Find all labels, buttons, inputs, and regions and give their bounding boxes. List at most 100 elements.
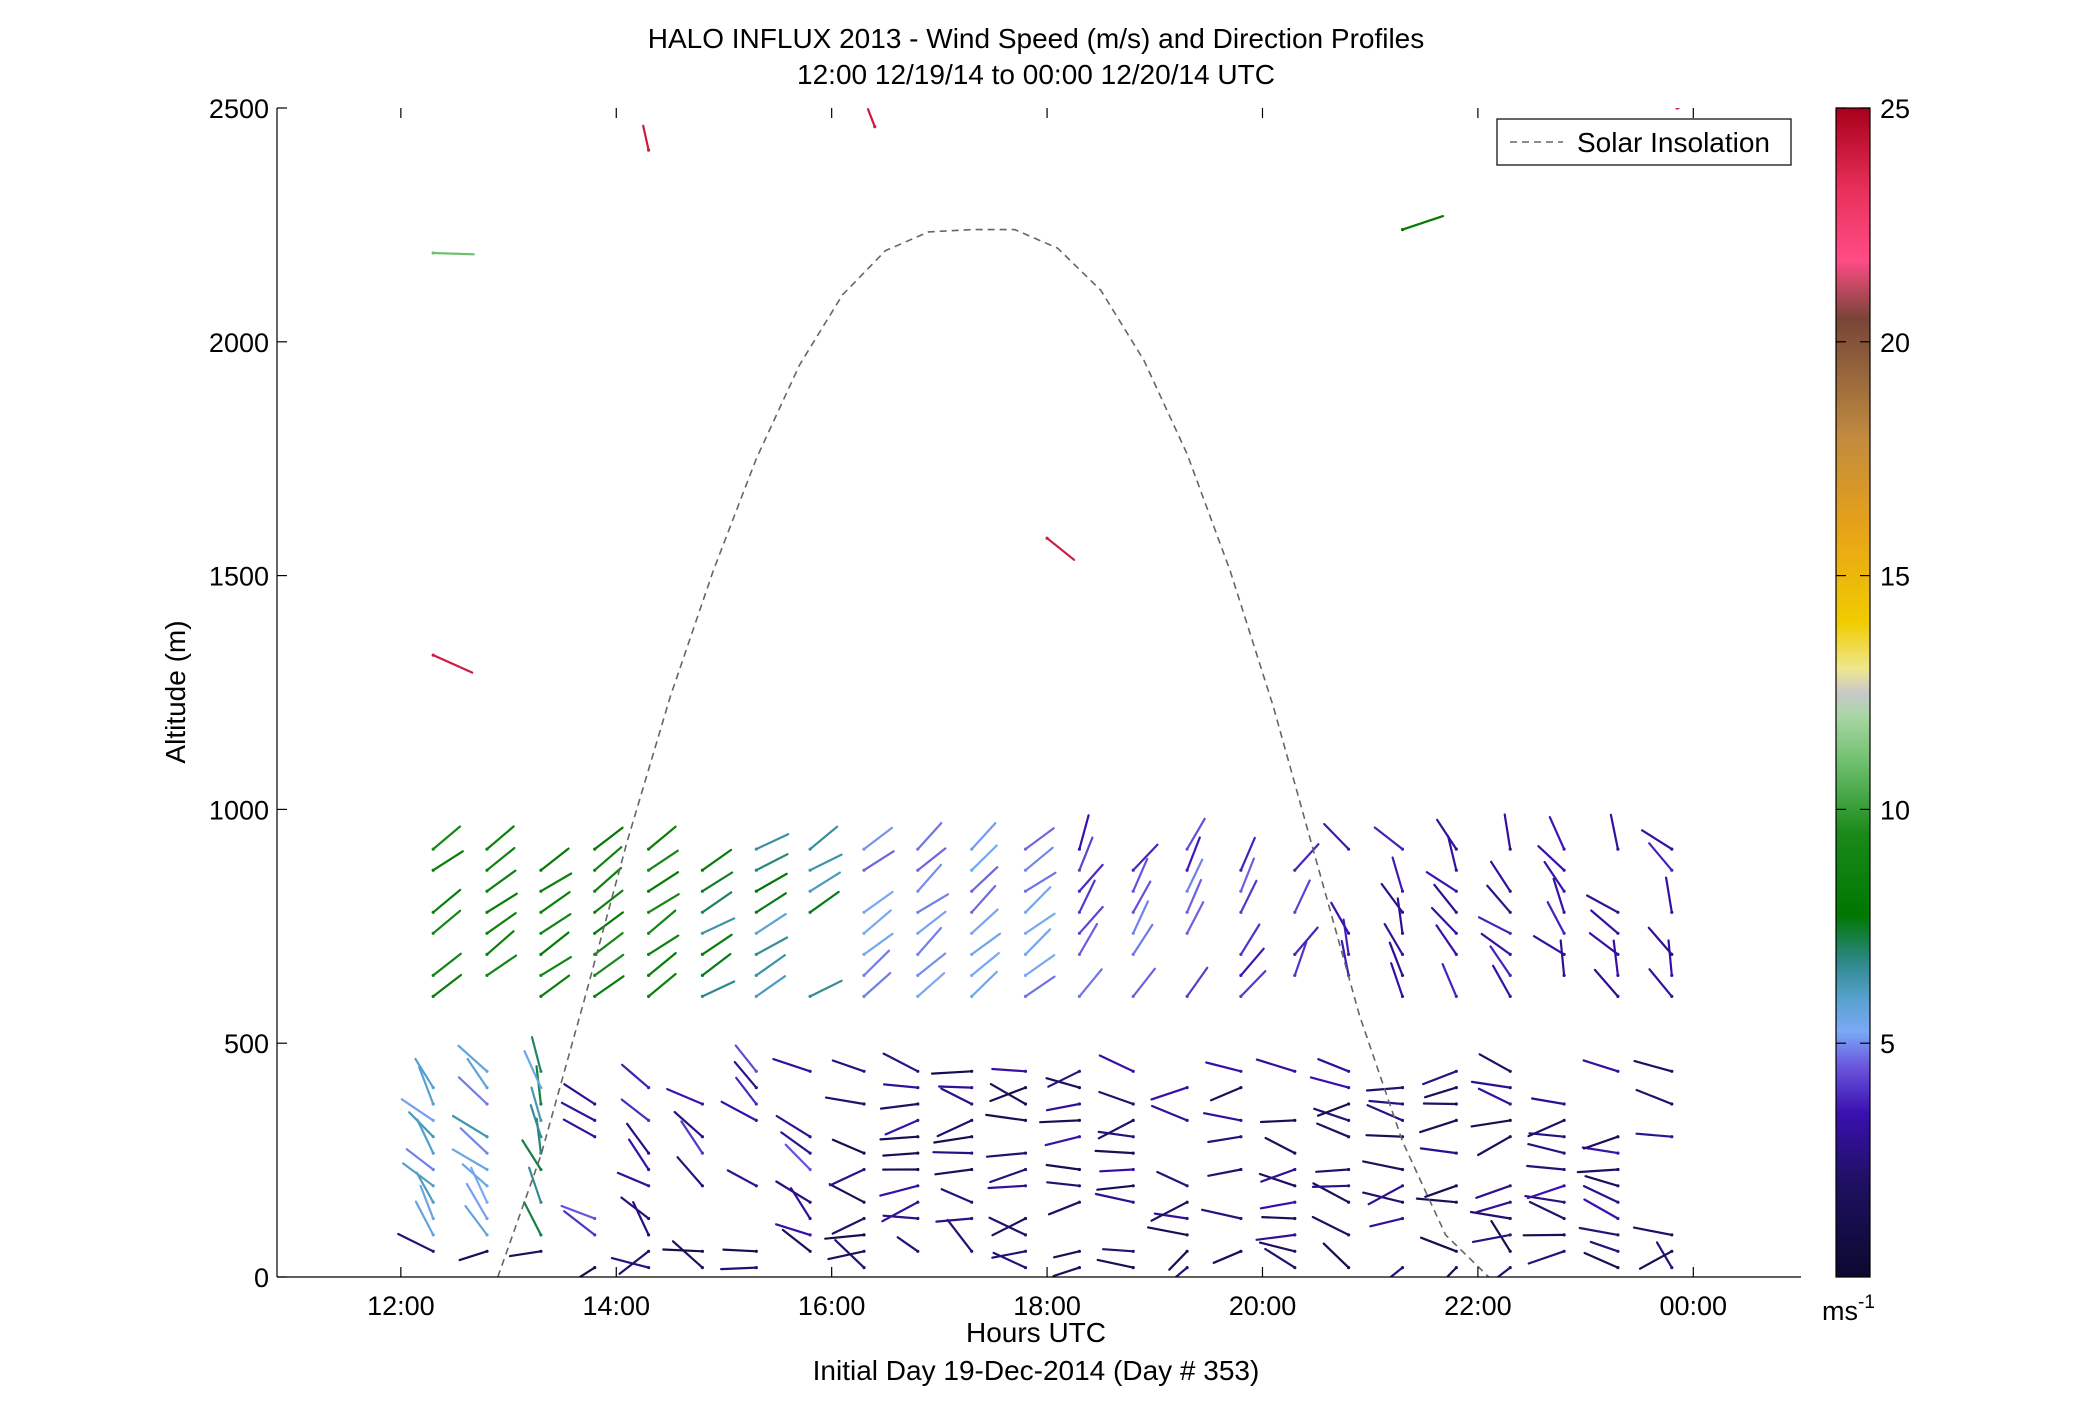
low-wind-vector-base <box>539 1233 543 1237</box>
low-wind-vector-base <box>1616 1216 1620 1221</box>
low-wind-vector-base <box>1508 1233 1512 1237</box>
low-wind-vector-base <box>970 1069 974 1073</box>
low-wind-vector-base <box>647 1249 651 1253</box>
low-wind-vector-base <box>1347 1086 1351 1090</box>
mid-wind-vector-base <box>1508 931 1512 935</box>
low-wind-vector <box>719 1266 758 1271</box>
low-wind-vector <box>457 1076 489 1106</box>
low-wind-vector-base <box>1454 1069 1458 1073</box>
mid-wind-vector <box>1648 968 1673 998</box>
mid-wind-vector-base <box>970 994 974 999</box>
mid-wind-vector <box>970 866 999 893</box>
low-wind-vector-base <box>862 1266 866 1270</box>
low-wind-vector <box>879 1184 919 1197</box>
mid-wind-vector-base <box>916 994 920 999</box>
mid-wind-vector-base <box>1239 889 1243 893</box>
low-wind-vector <box>1362 1160 1404 1171</box>
low-wind-vector <box>989 1086 1027 1103</box>
mid-wind-vector <box>1590 909 1620 935</box>
mid-wind-vector-base <box>1400 994 1405 999</box>
low-wind-vector <box>1207 1168 1243 1177</box>
low-wind-vector-base <box>1185 1249 1189 1253</box>
mid-wind-vector-base <box>916 973 920 978</box>
low-wind-vector-base <box>916 1102 920 1106</box>
low-wind-vector <box>1422 1102 1458 1106</box>
low-wind-vector <box>1045 1163 1081 1171</box>
low-wind-vector <box>935 1217 973 1223</box>
low-wind-vector-base <box>485 1184 489 1188</box>
mid-wind-vector <box>1323 822 1350 851</box>
mid-wind-vector <box>593 826 624 851</box>
low-wind-vector <box>1419 1147 1458 1155</box>
mid-wind-vector <box>647 972 677 998</box>
low-wind-vector <box>824 1233 866 1240</box>
low-wind-vector-base <box>1293 1216 1297 1221</box>
low-wind-vector-base <box>1670 1266 1674 1270</box>
low-wind-vector-base <box>1454 1118 1458 1122</box>
mid-wind-vector <box>1559 939 1566 977</box>
mid-wind-vector-base <box>647 952 651 957</box>
low-wind-vector <box>936 1119 973 1138</box>
low-wind-vector <box>1146 1226 1189 1237</box>
mid-wind-vector <box>485 825 515 851</box>
mid-wind-vector-base <box>1077 868 1081 872</box>
low-wind-vector <box>1202 1112 1243 1122</box>
low-wind-vector-base <box>1347 1135 1351 1139</box>
low-wind-vector <box>1527 1250 1566 1265</box>
low-wind-vector <box>577 1266 596 1277</box>
mid-wind-vector <box>1552 877 1566 914</box>
low-wind-vector <box>933 1135 973 1144</box>
low-wind-vector <box>1578 1226 1620 1237</box>
low-wind-vector <box>457 1044 489 1073</box>
low-wind-vector-base <box>700 1266 705 1270</box>
low-wind-vector <box>1096 1258 1135 1269</box>
low-wind-vector-base <box>754 1086 758 1090</box>
low-wind-vector-base <box>1347 1233 1351 1237</box>
mid-wind-vector-base <box>1508 910 1512 914</box>
low-wind-vector-base <box>431 1086 435 1090</box>
mid-wind-vector-base <box>970 889 974 893</box>
mid-wind-vector-base <box>1454 889 1458 893</box>
low-wind-vector-base <box>1670 1249 1674 1253</box>
low-wind-vector <box>932 1151 973 1155</box>
mid-wind-vector <box>1396 897 1404 935</box>
low-wind-vector-base <box>1023 1184 1028 1188</box>
mid-wind-vector-base <box>431 868 435 872</box>
low-wind-vector-base <box>647 1233 651 1237</box>
mid-wind-vector <box>1441 962 1458 998</box>
mid-wind-vector-base <box>593 910 597 914</box>
low-wind-vector-base <box>1562 1216 1566 1221</box>
low-wind-vector-base <box>970 1151 974 1155</box>
low-wind-vector-base <box>862 1200 866 1204</box>
mid-wind-vector-base <box>1077 994 1081 999</box>
low-wind-vector-base <box>1293 1184 1297 1188</box>
low-wind-vector-base <box>593 1233 597 1237</box>
mid-wind-vector-base <box>862 868 866 872</box>
low-wind-vector <box>563 1083 596 1106</box>
mid-wind-vector <box>1132 967 1156 998</box>
low-wind-vector-base <box>1562 1249 1566 1253</box>
low-wind-vector-base <box>1347 1167 1351 1172</box>
chart-subtitle: 12:00 12/19/14 to 00:00 12/20/14 UTC <box>797 59 1275 90</box>
mid-wind-vector-base <box>1562 931 1566 935</box>
low-wind-vector-base <box>1023 1167 1028 1172</box>
mid-wind-vector <box>1239 947 1265 977</box>
low-wind-vector <box>930 1070 973 1075</box>
mid-wind-vector-base <box>1293 910 1297 914</box>
mid-wind-vector-base <box>431 994 435 999</box>
x-axis-sublabel: Initial Day 19-Dec-2014 (Day # 353) <box>813 1355 1260 1386</box>
mid-wind-vector-base <box>916 868 920 872</box>
mid-wind-vector <box>647 825 677 851</box>
low-wind-vector <box>680 1120 704 1155</box>
low-wind-vector-base <box>1508 1249 1512 1253</box>
colorbar: 5 10 15 20 25 ms-1 <box>1822 94 1910 1326</box>
low-wind-vector <box>1583 1198 1620 1220</box>
mid-wind-vector <box>1239 836 1256 872</box>
mid-wind-vector <box>1293 941 1308 977</box>
low-wind-vector-base <box>1347 1102 1351 1106</box>
low-wind-vector-base <box>1185 1118 1189 1122</box>
mid-wind-vector <box>647 871 680 893</box>
mid-wind-vector <box>862 932 894 956</box>
mid-wind-vector-base <box>593 931 597 935</box>
mid-wind-vector-base <box>970 973 974 978</box>
